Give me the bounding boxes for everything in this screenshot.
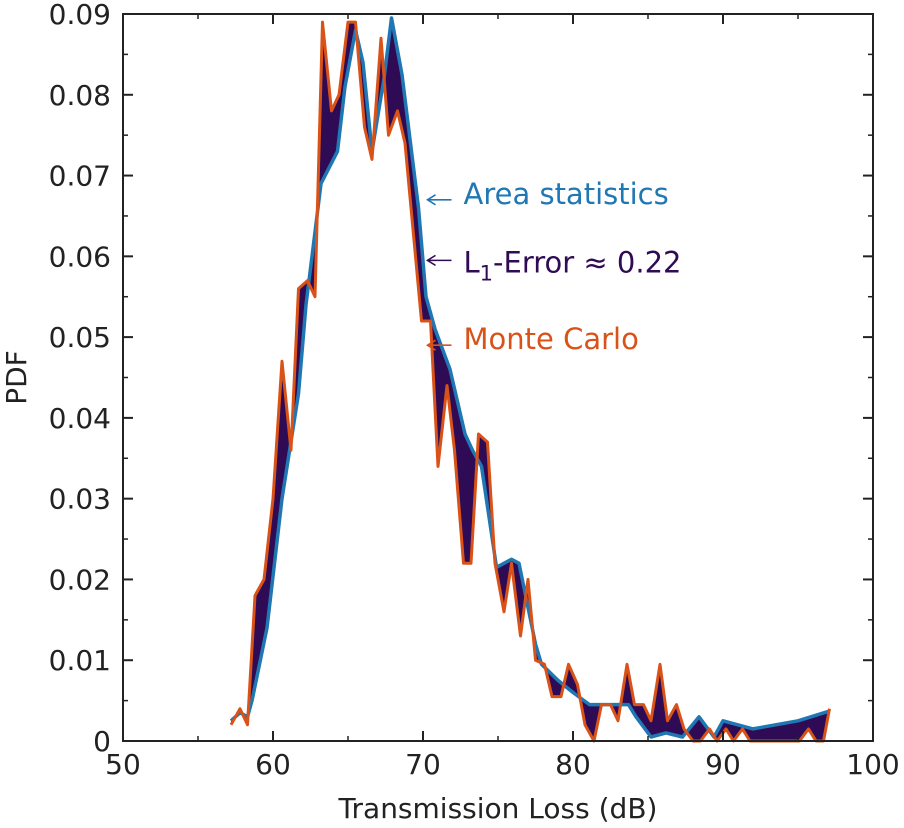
- x-tick-label: 90: [705, 748, 741, 781]
- y-tick-label: 0.04: [49, 402, 111, 435]
- axes-frame: [122, 13, 874, 742]
- y-tick-label: 0.05: [49, 321, 111, 354]
- x-tick-label: 70: [405, 748, 441, 781]
- y-tick-label: 0.06: [49, 240, 111, 273]
- x-tick-label: 100: [846, 748, 899, 781]
- y-tick-label: 0.09: [49, 0, 111, 31]
- series-line-area-statistics: [229, 16, 831, 739]
- annotation-l1-error: L1-Error ≈ 0.22: [464, 245, 682, 285]
- x-tick-label: 50: [105, 748, 141, 781]
- series-line-monte-carlo: [229, 20, 831, 743]
- y-tick-label: 0.02: [49, 563, 111, 596]
- y-tick-label: 0.01: [49, 644, 111, 677]
- annotation-area-statistics: Area statistics: [464, 177, 669, 211]
- x-tick-label: 80: [555, 748, 591, 781]
- annotation-arrowhead: [425, 194, 436, 206]
- annotation-arrowhead: [425, 254, 436, 267]
- x-tick-label: 60: [255, 748, 291, 781]
- y-tick-label: 0.08: [49, 79, 111, 112]
- annotations: Area statistics L1-Error ≈ 0.22 Monte Carl…: [425, 177, 682, 356]
- annotation-arrowhead: [425, 339, 436, 351]
- x-axis-label: Transmission Loss (dB): [338, 792, 658, 825]
- y-tick-label: 0.07: [49, 160, 111, 193]
- axis-ticks: 50 60 70 80 90 100 0 0.01 0.02 0.03 0.04 0.05 0.06 0.…: [49, 0, 900, 781]
- y-axis-label: PDF: [0, 350, 33, 405]
- y-tick-label: 0.03: [49, 483, 111, 516]
- plot-area: [229, 16, 831, 743]
- annotation-monte-carlo: Monte Carlo: [464, 322, 639, 356]
- y-tick-label: 0: [93, 725, 111, 758]
